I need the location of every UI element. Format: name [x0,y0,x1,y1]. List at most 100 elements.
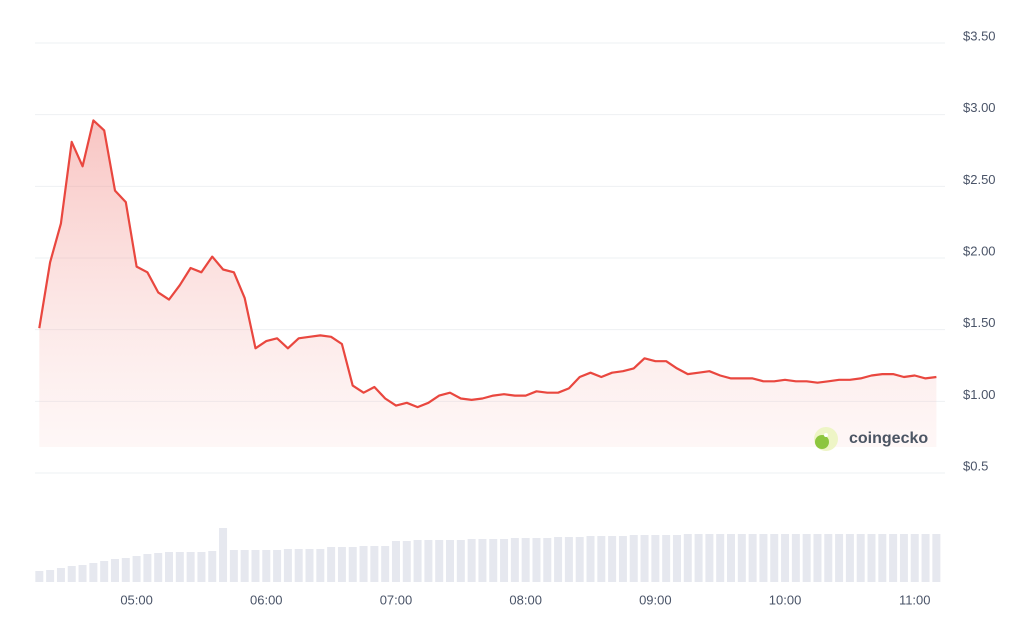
volume-bar [402,541,411,582]
volume-bar [932,534,941,582]
volume-bar [835,534,844,582]
volume-bar [446,540,455,582]
volume-bar [586,536,595,582]
volume-bar [694,534,703,582]
volume-bar [500,539,509,582]
volume-bar [899,534,908,582]
area [39,120,937,448]
y-tick-label: $2.00 [963,243,996,258]
volume-bar [575,537,584,582]
volume-bar [467,539,476,582]
volume-bar [608,536,617,582]
volume-bar [629,535,638,582]
volume-bar [89,563,98,582]
volume-bar [283,549,292,582]
volume-bar [165,552,174,582]
volume-bar [554,537,563,582]
watermark-text: coingecko [849,430,928,447]
volume-bar [337,547,346,582]
volume-bar [316,549,325,582]
x-tick-label: 10:00 [769,592,802,607]
volume-bar [543,538,552,582]
volume-bar [46,570,55,582]
volume-bar [683,534,692,582]
volume-bar [770,534,779,582]
volume-bar [186,552,195,582]
volume-bar [489,539,498,582]
volume-bar [305,549,314,582]
volume-bar [597,536,606,582]
volume-bar [56,568,65,582]
volume-bar [705,534,714,582]
volume-bar [424,540,433,582]
volume-bar [110,559,119,582]
volume-bar [759,534,768,582]
x-tick-label: 06:00 [250,592,283,607]
volume-bar [478,539,487,582]
volume-bar [910,534,919,582]
volume-bar [35,571,44,582]
volume-bar [262,550,271,582]
y-tick-label: $3.00 [963,100,996,115]
volume-bar [132,556,141,582]
x-tick-label: 05:00 [120,592,153,607]
volume-bar [327,547,336,582]
price-line [38,119,937,409]
volume-bar [208,551,217,582]
volume-bar [251,550,260,582]
x-tick-label: 08:00 [509,592,542,607]
volume-bar [273,550,282,582]
volume-bar [824,534,833,582]
volume-bar [510,538,519,582]
volume-bar [791,534,800,582]
logo-eye [824,433,828,437]
volume-bar [521,538,530,582]
volume-bar [618,536,627,582]
volume-bar [348,547,357,582]
volume-bar [737,534,746,582]
x-tick-label: 07:00 [380,592,413,607]
volume-bar [532,538,541,582]
volume-bar [381,546,390,582]
volume-bar [662,535,671,582]
volume-bar [564,537,573,582]
volume-bar [456,540,465,582]
logo-body [815,435,829,449]
volume-bar [78,565,87,582]
x-tick-label: 09:00 [639,592,672,607]
volume-bar [651,535,660,582]
volume-bar [175,552,184,582]
volume-bar [748,534,757,582]
y-tick-label: $3.50 [963,28,996,43]
volume-bar [143,554,152,582]
volume-bar [240,550,249,582]
volume-bar [435,540,444,582]
volume-bar [391,541,400,582]
y-tick-label: $1.50 [963,315,996,330]
volume-bar [154,553,163,582]
volume-bar [716,534,725,582]
x-tick-label: 11:00 [899,592,931,607]
volume-bar [359,546,368,582]
volume-bar [889,534,898,582]
y-tick-label: $1.00 [963,387,996,402]
volume-bar [856,534,865,582]
volume-bar [921,534,930,582]
volume-bar [802,534,811,582]
volume-bar [229,550,238,582]
volume-bar [67,566,76,582]
y-tick-label: $2.50 [963,172,996,187]
volume-bar [727,534,736,582]
volume-bar [813,534,822,582]
volume-bar [878,534,887,582]
volume-bar [197,552,206,582]
volume-bar [640,535,649,582]
volume-bar [294,549,303,582]
volume-bar [672,535,681,582]
volume-bar [219,528,228,582]
volume-bar [121,558,130,582]
volume-bar [370,546,379,582]
volume-bar [867,534,876,582]
